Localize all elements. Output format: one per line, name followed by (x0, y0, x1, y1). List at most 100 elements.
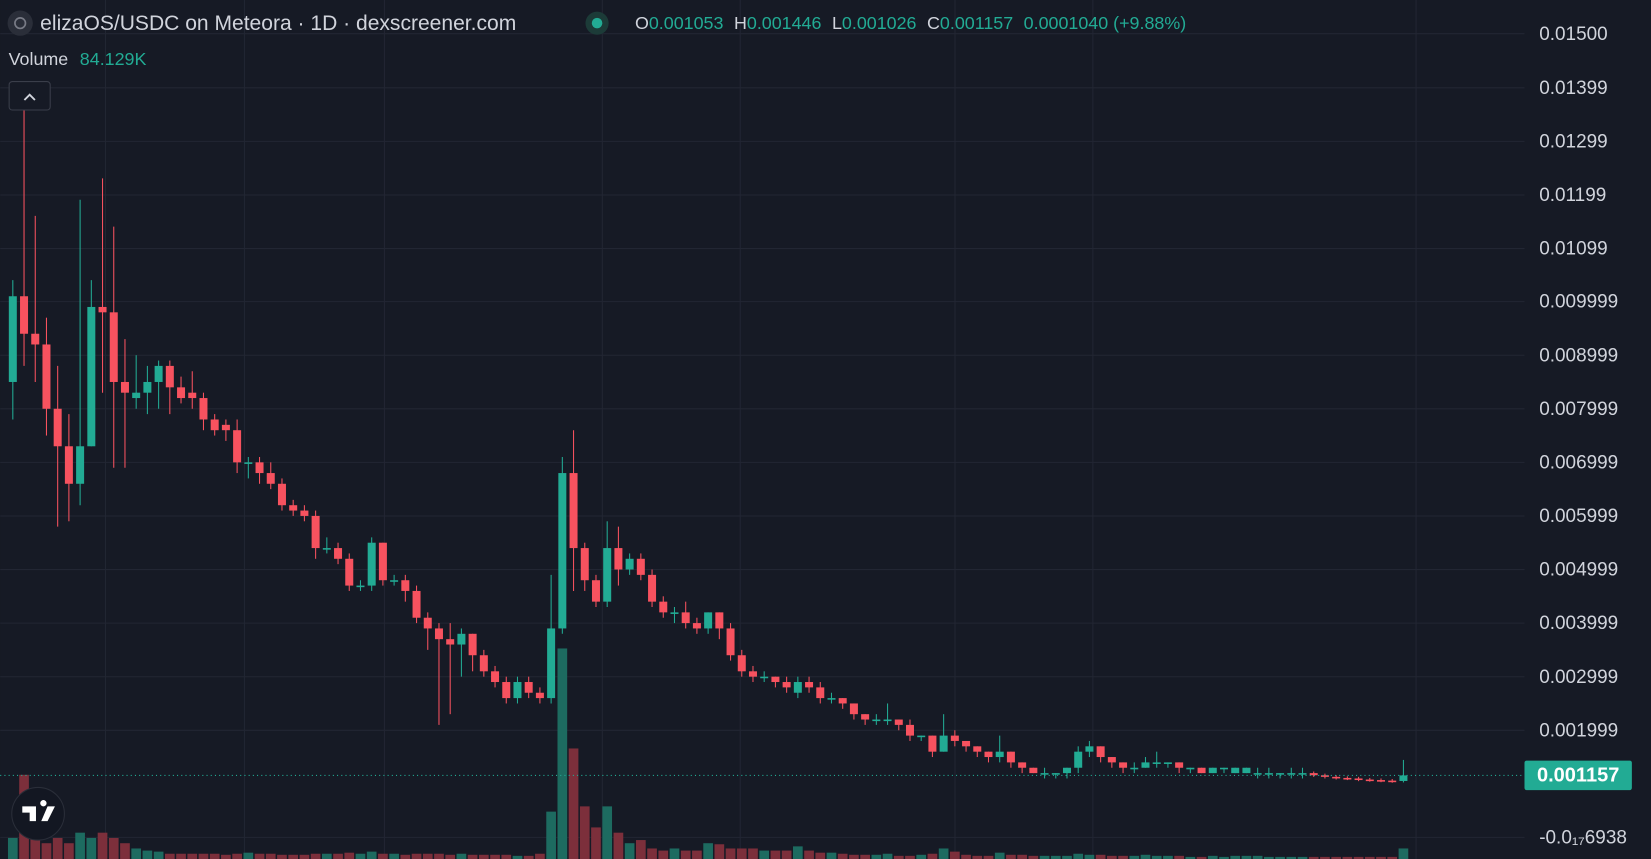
candle-body (771, 676, 780, 683)
logo-circle[interactable] (11, 786, 65, 841)
volume-bar (826, 852, 837, 859)
candle-body (1377, 780, 1386, 782)
candle-body (1208, 767, 1217, 774)
volume-bar (815, 852, 826, 859)
volume-bar (187, 853, 198, 859)
candle-body (1018, 762, 1027, 768)
volume-bar (1095, 854, 1106, 859)
y-tick-label: 0.001999 (1539, 720, 1618, 741)
change: 0.0001040 (+9.88%) (1024, 13, 1187, 33)
candle-body (748, 671, 757, 677)
candle-body (1231, 767, 1240, 774)
volume-bar (1196, 856, 1207, 859)
candle-body (1242, 767, 1251, 774)
candle-body (221, 424, 230, 431)
candle-body (87, 306, 96, 447)
volume-bar (1286, 856, 1297, 859)
volume-bar (938, 848, 949, 859)
candle-body (289, 505, 298, 511)
volume-bar (1028, 855, 1039, 859)
volume-bar (613, 832, 624, 859)
candle-body (42, 344, 51, 409)
candle-body (648, 574, 657, 602)
volume-bar (893, 855, 904, 859)
volume-bar (265, 853, 276, 859)
chart-title: elizaOS/USDC on Meteora · 1D · dexscreen… (40, 12, 516, 35)
volume-bar (1050, 855, 1061, 859)
volume-bar (344, 852, 355, 859)
time-grid (104, 0, 1417, 859)
candle-body (917, 735, 926, 738)
candle-body (1388, 780, 1397, 783)
volume-bar (804, 850, 814, 859)
candle-body (468, 633, 477, 656)
volume-bar (703, 843, 713, 859)
candle-body (547, 628, 556, 699)
candle-body (233, 430, 242, 463)
candle-body (962, 740, 971, 747)
candle-body (591, 580, 600, 602)
collapse-chevron[interactable] (23, 93, 36, 101)
volume-bar (860, 854, 870, 859)
volume-bar (355, 853, 366, 859)
y-tick-label: 0.003999 (1539, 613, 1618, 634)
y-tick-label: -0.0₁₇6938 (1539, 827, 1627, 848)
volume-bar (288, 854, 299, 859)
candle-body (1130, 767, 1139, 770)
candle-body (995, 751, 1004, 758)
volume-bar (591, 827, 601, 859)
price-grid (0, 33, 1525, 838)
volume-bar (52, 837, 63, 859)
tradingview-logo[interactable] (11, 786, 65, 841)
candle-body (367, 542, 376, 586)
volume-bar (635, 840, 646, 859)
volume-legend: Volume 84.129K (9, 49, 147, 69)
candle-body (1287, 773, 1296, 775)
token-icon (7, 10, 33, 36)
candle-body (423, 617, 432, 629)
volume-bar (871, 854, 882, 859)
candle-body (244, 462, 253, 464)
volume-bar (579, 806, 590, 859)
collapse-button[interactable] (8, 81, 51, 111)
volume-bar (1275, 856, 1285, 859)
volume-bar (983, 855, 994, 859)
candle-body (390, 580, 399, 582)
volume-bar (400, 854, 411, 859)
volume-bar (1320, 856, 1330, 859)
ohlc-value: 0.001157 (940, 13, 1013, 33)
candle-body (625, 558, 634, 570)
volume-bar (30, 837, 41, 859)
candle-body (446, 639, 455, 645)
logo-mark[interactable] (22, 800, 55, 822)
ohlc-label: H (734, 13, 747, 33)
volume-bar (478, 854, 489, 859)
volume-bar (1364, 856, 1375, 859)
candle-body (883, 719, 892, 722)
volume-bar (299, 854, 310, 859)
candle-body (1264, 773, 1273, 775)
volume-bar (546, 811, 556, 859)
candle-body (905, 724, 914, 736)
candle-body (20, 296, 29, 334)
candle-body (737, 655, 746, 672)
y-tick-label: 0.008999 (1539, 345, 1618, 366)
volume-bar (512, 855, 523, 859)
candle-body (1141, 762, 1150, 768)
candle-body (558, 473, 567, 629)
y-tick-label: 0.01099 (1539, 239, 1607, 260)
candle-body (1399, 775, 1408, 781)
candle-body (199, 398, 208, 420)
volume-bar (198, 853, 209, 859)
ohlc-legend: O0.001053 H0.001446 L0.001026 C0.001157 0.00… (635, 13, 1186, 33)
volume-bar (1342, 856, 1353, 859)
candle-body (726, 628, 735, 656)
candle-body (1152, 762, 1161, 764)
volume-title: Volume (9, 49, 69, 69)
candle-body (692, 623, 701, 629)
volume-bar (64, 843, 74, 859)
candle-body (334, 548, 343, 559)
volume-bar (321, 853, 332, 859)
volume-bar (1376, 856, 1386, 859)
volume-bar (176, 853, 186, 859)
